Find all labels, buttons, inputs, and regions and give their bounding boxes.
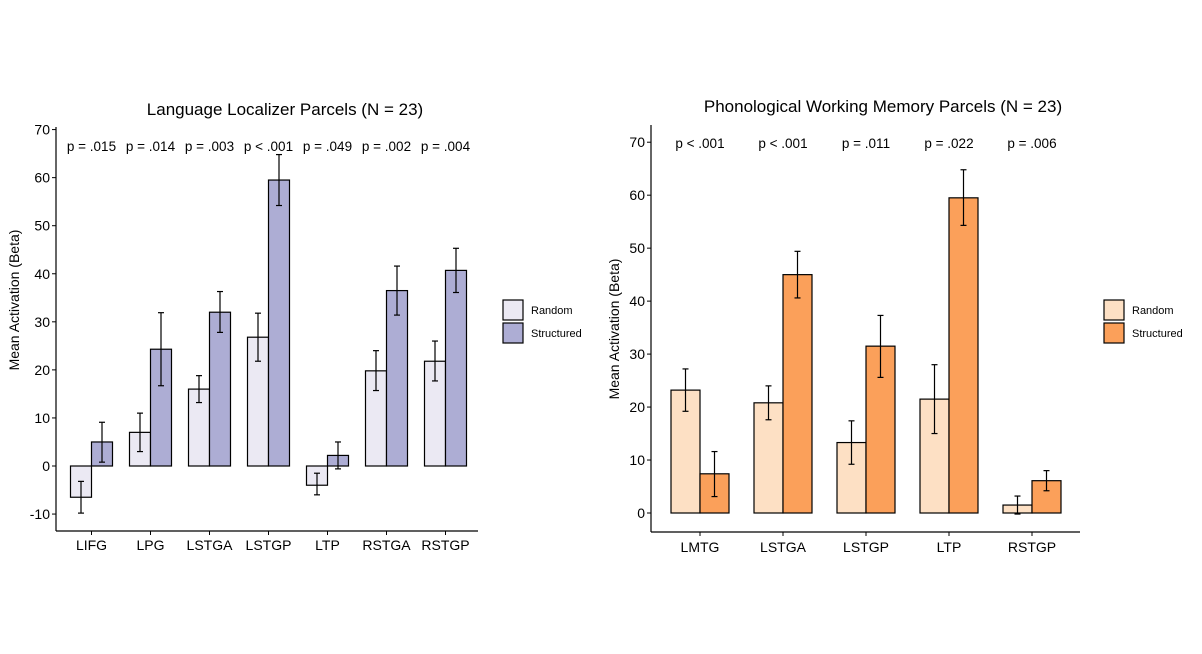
x-tick-label: RSTGP <box>1008 539 1056 555</box>
bars <box>670 197 1062 514</box>
x-tick-label: LSTGP <box>246 537 292 553</box>
x-tick-label: LSTGP <box>843 539 889 555</box>
y-tick-label: 20 <box>34 362 50 378</box>
chart-title: Language Localizer Parcels (N = 23) <box>147 100 423 119</box>
error-bars <box>78 153 459 514</box>
p-value-label: p = .006 <box>1007 136 1056 151</box>
axes: 0 10 20 30 40 50 60 70 LMTG LSTGA LSTGP LTP RSTGP <box>629 125 1080 555</box>
y-tick-label: 60 <box>629 187 645 203</box>
y-tick-label: 0 <box>42 458 50 474</box>
x-tick-label: LIFG <box>76 537 107 553</box>
p-value-annotations: p < .001 p < .001 p = .011 p = .022 p = .006 <box>675 136 1056 151</box>
phonological-working-memory-panel: Phonological Working Memory Parcels (N =… <box>606 97 1183 555</box>
y-tick-label: 20 <box>629 399 645 415</box>
bar-structured <box>444 269 468 467</box>
p-value-label: p = .002 <box>362 139 411 154</box>
y-tick-label: 50 <box>34 218 50 234</box>
x-tick-label: LTP <box>315 537 340 553</box>
bars <box>69 179 468 498</box>
legend-swatch <box>502 322 524 344</box>
p-value-label: p < .001 <box>758 136 807 151</box>
y-tick-label: 70 <box>34 122 50 138</box>
p-value-annotations: p = .015 p = .014 p = .003 p < .001 p = .049… <box>67 139 471 154</box>
y-tick-label: 30 <box>629 346 645 362</box>
x-tick-label: RSTGP <box>421 537 469 553</box>
y-axis-label: Mean Activation (Beta) <box>606 259 622 400</box>
x-tick-label: LTP <box>937 539 962 555</box>
legend-label: Structured <box>1132 328 1183 340</box>
x-tick-label: LSTGA <box>187 537 234 553</box>
y-tick-label: 10 <box>34 410 50 426</box>
p-value-label: p = .003 <box>185 139 234 154</box>
p-value-label: p = .015 <box>67 139 116 154</box>
bar-structured <box>385 289 409 467</box>
legend: Random Structured <box>1103 299 1183 344</box>
x-tick-label: RSTGA <box>362 537 411 553</box>
y-axis-label: Mean Activation (Beta) <box>6 230 22 371</box>
y-tick-label: 50 <box>629 240 645 256</box>
legend-swatch <box>1103 322 1125 344</box>
y-tick-label: 30 <box>34 314 50 330</box>
y-tick-label: 60 <box>34 170 50 186</box>
p-value-label: p = .004 <box>421 139 471 154</box>
legend-swatch <box>1103 299 1125 321</box>
y-tick-label: -10 <box>30 506 50 522</box>
legend: Random Structured <box>502 299 582 344</box>
x-tick-label: LPG <box>136 537 164 553</box>
bar-structured <box>208 311 232 467</box>
p-value-label: p = .011 <box>842 136 890 151</box>
y-tick-label: 40 <box>629 293 645 309</box>
p-value-label: p < .001 <box>675 136 724 151</box>
chart-title: Phonological Working Memory Parcels (N =… <box>704 97 1062 116</box>
p-value-label: p = .049 <box>303 139 352 154</box>
p-value-label: p = .014 <box>126 139 176 154</box>
language-localizer-panel: Language Localizer Parcels (N = 23) Mean… <box>6 100 582 553</box>
x-tick-label: LSTGA <box>760 539 807 555</box>
y-tick-label: 0 <box>637 505 645 521</box>
p-value-label: p = .022 <box>924 136 973 151</box>
legend-label: Random <box>1132 305 1174 317</box>
bar-structured <box>267 179 291 467</box>
bar-structured <box>948 197 979 514</box>
legend-label: Random <box>531 305 573 317</box>
error-bars <box>682 169 1050 515</box>
bar-structured <box>782 274 813 514</box>
y-tick-label: 10 <box>629 452 645 468</box>
axes: -10 0 10 20 30 40 50 60 70 LIFG LPG LSTGA LSTGP LTP RS… <box>30 122 478 553</box>
legend-swatch <box>502 299 524 321</box>
x-tick-label: LMTG <box>681 539 720 555</box>
p-value-label: p < .001 <box>244 139 293 154</box>
legend-label: Structured <box>531 328 582 340</box>
y-tick-label: 70 <box>629 134 645 150</box>
y-tick-label: 40 <box>34 266 50 282</box>
bar-random <box>836 441 867 514</box>
